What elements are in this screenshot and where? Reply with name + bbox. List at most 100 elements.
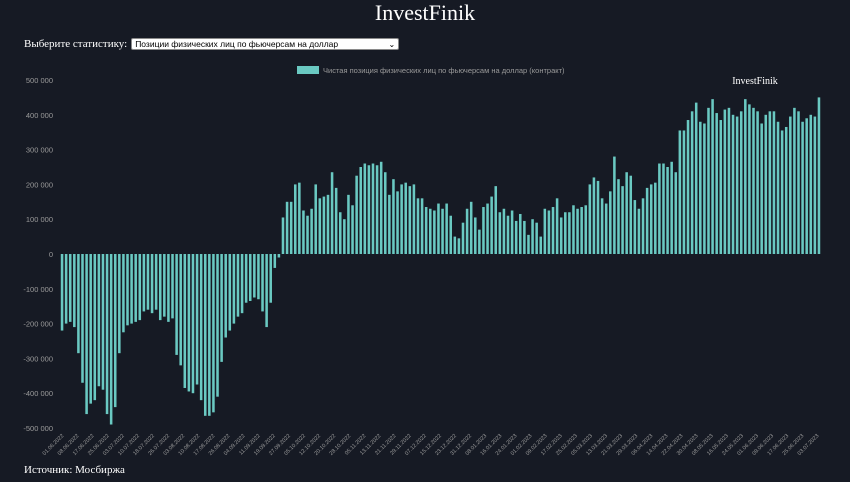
bar	[465, 208, 469, 254]
bar	[175, 254, 178, 355]
bar	[482, 207, 485, 254]
bar	[719, 120, 723, 254]
bar	[424, 207, 428, 254]
bar	[555, 198, 559, 254]
bar	[768, 111, 772, 254]
bar	[158, 254, 162, 321]
bar	[780, 130, 784, 254]
bar	[351, 205, 354, 254]
bar	[396, 191, 399, 254]
bar	[208, 254, 211, 416]
bar	[416, 198, 420, 254]
bar	[437, 203, 440, 254]
bar	[142, 254, 146, 312]
source-note: Источник: Мосбиржа	[24, 464, 125, 476]
bar	[105, 254, 109, 415]
y-tick-label: 400 000	[26, 111, 53, 120]
bar	[752, 107, 755, 254]
bar	[236, 254, 240, 317]
bar	[572, 205, 575, 254]
bar	[527, 234, 530, 254]
chevron-down-icon: ⌄	[388, 39, 396, 49]
bar	[613, 156, 616, 254]
bar	[690, 111, 694, 254]
y-tick-label: -200 000	[23, 320, 53, 329]
bar	[281, 217, 285, 254]
bar	[289, 201, 293, 254]
bar	[694, 102, 698, 254]
bar	[89, 254, 92, 404]
legend-label: Чистая позиция физических лиц по фьючерс…	[323, 66, 565, 75]
statistic-selector-label: Выберите статистику:	[24, 38, 128, 50]
bar	[474, 217, 477, 254]
bar	[68, 254, 72, 322]
bar	[441, 208, 444, 254]
bar	[707, 107, 710, 254]
bar	[576, 208, 579, 254]
bar	[748, 104, 751, 254]
bar	[64, 254, 68, 324]
bar	[494, 186, 498, 254]
bar	[711, 99, 714, 254]
bar	[564, 212, 567, 254]
bar	[314, 184, 317, 254]
bar	[457, 238, 461, 254]
bar	[486, 203, 489, 254]
bar	[191, 254, 195, 394]
bar	[187, 254, 191, 392]
bar	[73, 254, 76, 328]
bar	[654, 182, 657, 254]
bar	[388, 194, 391, 254]
bar	[298, 182, 301, 254]
bar	[760, 123, 763, 254]
y-tick-label: 500 000	[26, 76, 53, 85]
bar	[355, 175, 358, 254]
bar	[265, 254, 268, 328]
bar	[621, 186, 624, 254]
bar	[703, 123, 706, 254]
bar	[322, 196, 326, 254]
net-position-chart: Чистая позиция физических лиц по фьючерс…	[23, 66, 820, 457]
bar	[326, 194, 330, 254]
bar	[600, 198, 604, 254]
bar	[490, 196, 493, 254]
bar	[645, 187, 649, 254]
bar	[744, 99, 747, 254]
bar	[469, 201, 473, 254]
bar	[592, 177, 596, 254]
bar	[253, 254, 256, 298]
bar	[633, 200, 637, 254]
bar	[293, 184, 297, 254]
bar	[662, 163, 665, 254]
bar	[347, 194, 350, 254]
y-tick-label: -100 000	[23, 285, 53, 294]
bar	[138, 254, 142, 321]
bar	[801, 121, 804, 254]
bar	[519, 213, 522, 254]
bar	[637, 208, 641, 254]
bar	[502, 208, 506, 254]
bar	[510, 210, 514, 254]
bar	[551, 207, 555, 254]
statistic-select[interactable]: Позиции физических лиц по фьючерсам на д…	[131, 38, 400, 50]
bar	[60, 254, 64, 331]
bar	[404, 182, 407, 254]
bar	[224, 254, 227, 338]
bar	[273, 254, 277, 268]
bar	[408, 186, 412, 254]
y-tick-label: -300 000	[23, 354, 53, 363]
bar	[420, 198, 424, 254]
bar	[338, 212, 342, 254]
bar	[195, 254, 199, 385]
bar	[269, 254, 272, 303]
bar	[772, 111, 776, 254]
bar	[261, 254, 264, 312]
bar	[793, 107, 796, 254]
bar	[359, 167, 362, 254]
bar	[199, 254, 203, 401]
bar	[363, 163, 367, 254]
bar	[674, 172, 678, 254]
bar	[805, 118, 808, 254]
bar	[134, 254, 137, 322]
bar	[285, 201, 289, 254]
